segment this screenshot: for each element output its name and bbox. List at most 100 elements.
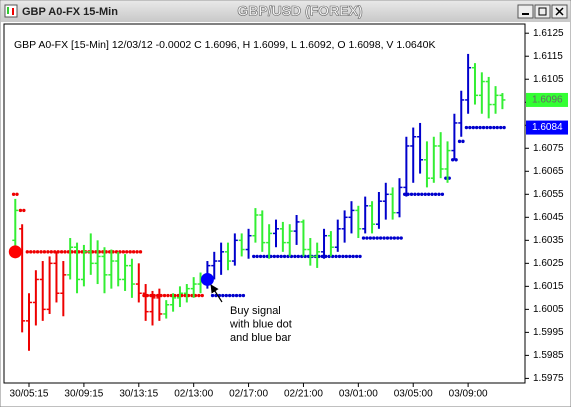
stop-dot [416, 192, 421, 196]
y-tick-label: 1.6015 [533, 281, 564, 292]
y-tick-label: 1.5985 [533, 350, 564, 361]
stop-dot [46, 250, 50, 254]
stop-dot [59, 250, 64, 254]
stop-dot [282, 254, 287, 259]
y-tick-label: 1.6055 [533, 189, 564, 200]
stop-dot [128, 250, 132, 254]
y-tick-label: 1.6075 [533, 143, 564, 154]
stop-dot [481, 125, 486, 130]
chart-title: GBP/USD (FOREX) [237, 3, 362, 19]
stop-dot [221, 293, 225, 298]
stop-dot [457, 139, 462, 144]
stop-dot [200, 293, 204, 298]
stop-dot [63, 250, 67, 254]
y-tick-label: 1.5995 [533, 327, 564, 338]
stop-dot [399, 236, 403, 240]
stop-dot [341, 254, 345, 259]
stop-dot [262, 254, 266, 259]
stop-dot [354, 254, 359, 259]
maximize-button[interactable] [534, 4, 551, 19]
stop-dot [358, 254, 362, 259]
chart-header: GBP A0-FX [15-Min] 12/03/12 -0.0002 C 1.… [14, 39, 435, 51]
stop-dot [478, 125, 482, 130]
x-tick-label: 02/21:00 [284, 389, 323, 400]
stop-dot [337, 254, 342, 259]
x-tick-label: 02/17:00 [229, 389, 268, 400]
stop-dot [409, 192, 414, 196]
stop-dot [49, 250, 53, 254]
stop-dot [378, 236, 383, 240]
stop-dot [258, 254, 263, 259]
stop-dot [241, 293, 246, 298]
stop-dot [433, 192, 438, 196]
stop-dot [430, 192, 434, 196]
stop-dot [197, 293, 201, 298]
signal-dot [8, 245, 22, 259]
y-tick-label: 1.6045 [533, 212, 564, 223]
stop-dot [375, 236, 379, 240]
stop-dot [162, 293, 167, 298]
x-tick-label: 03/05:00 [394, 389, 433, 400]
stop-dot [224, 293, 228, 298]
x-tick-label: 03/09:00 [449, 389, 488, 400]
price-label-box [526, 92, 568, 107]
stop-dot [420, 192, 424, 196]
y-tick-label: 1.6005 [533, 304, 564, 315]
stop-dot [471, 125, 475, 130]
stop-dot [227, 293, 232, 298]
stop-dot [135, 250, 139, 254]
window-icon [4, 4, 18, 18]
x-tick-label: 30/09:15 [64, 389, 103, 400]
stop-dot [440, 192, 445, 196]
stop-dot [18, 208, 23, 213]
stop-dot [39, 250, 43, 254]
stop-dot [15, 192, 19, 196]
x-tick-label: 30/13:15 [119, 389, 158, 400]
stop-dot [121, 250, 126, 254]
stop-dot [296, 254, 300, 259]
y-tick-label: 1.5975 [533, 373, 564, 384]
stop-dot [29, 250, 33, 254]
window-buttons [517, 4, 568, 19]
stop-dot [11, 192, 16, 196]
stop-dot [210, 293, 215, 298]
stop-dot [437, 192, 441, 196]
y-tick-label: 1.6025 [533, 258, 564, 269]
stop-dot [22, 208, 26, 213]
stop-dot [382, 236, 386, 240]
stop-dot [279, 254, 283, 259]
annotation-text: and blue bar [230, 332, 291, 344]
stop-dot [234, 293, 239, 298]
price-label: 1.6096 [532, 95, 563, 106]
stop-dot [426, 192, 431, 196]
stop-dot [485, 125, 489, 130]
price-label: 1.6084 [532, 122, 563, 133]
window-title: GBP A0-FX 15-Min [22, 6, 118, 18]
stop-dot [423, 192, 427, 196]
stop-dot [35, 250, 40, 254]
stop-dot [131, 250, 136, 254]
stop-dot [368, 236, 373, 240]
stop-dot [293, 254, 297, 259]
stop-dot [138, 250, 143, 254]
stop-dot [272, 254, 277, 259]
stop-dot [389, 236, 393, 240]
stop-dot [385, 236, 390, 240]
y-tick-label: 1.6125 [533, 28, 564, 39]
stop-dot [348, 254, 352, 259]
y-tick-label: 1.6035 [533, 235, 564, 246]
annotation-text: Buy signal [230, 305, 281, 317]
stop-dot [413, 192, 417, 196]
stop-dot [392, 236, 397, 240]
y-tick-label: 1.6115 [533, 51, 563, 62]
stop-dot [231, 293, 235, 298]
stop-dot [361, 236, 366, 240]
stop-dot [461, 139, 465, 144]
stop-dot [468, 125, 472, 130]
stop-dot [238, 293, 242, 298]
stop-dot [372, 236, 376, 240]
stop-dot [464, 125, 469, 130]
annotation-arrow [210, 284, 223, 303]
minimize-button[interactable] [517, 4, 534, 19]
